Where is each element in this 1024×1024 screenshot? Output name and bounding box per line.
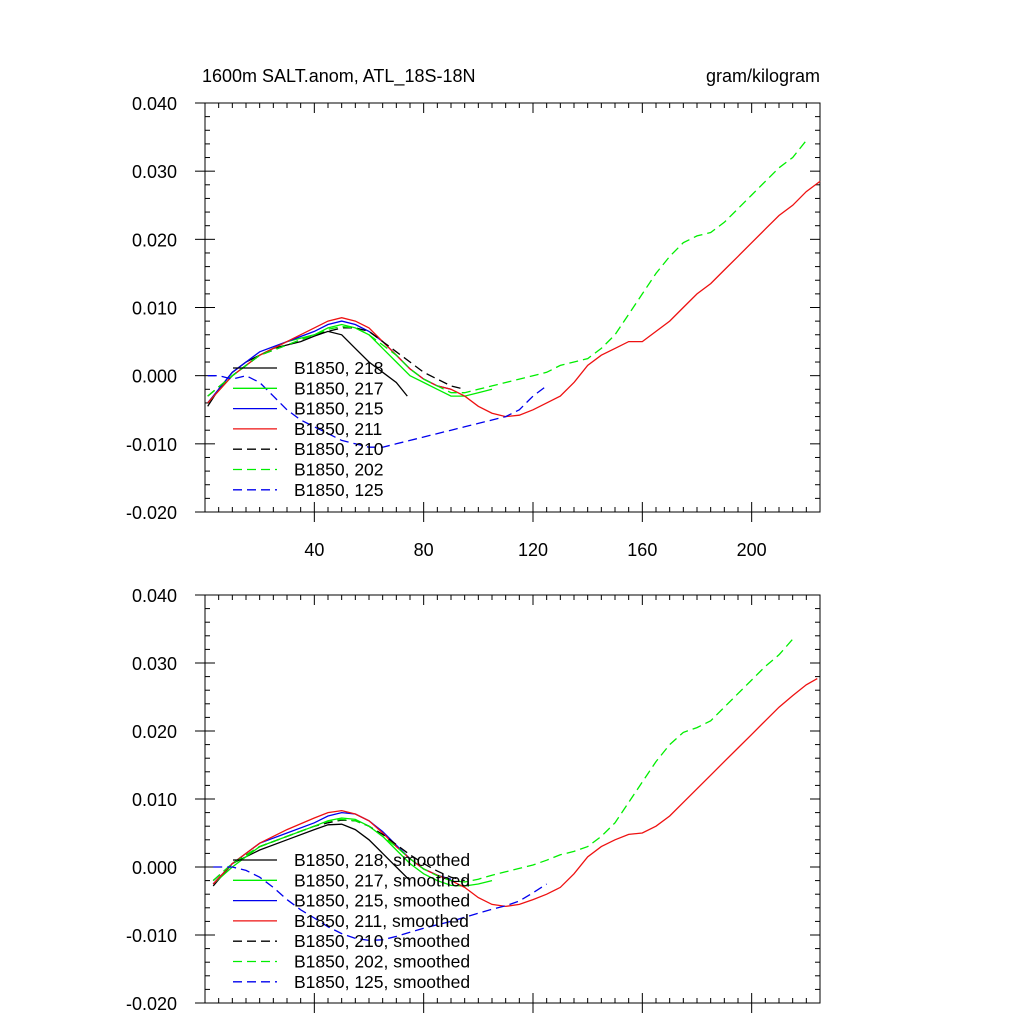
series-line <box>207 140 807 397</box>
series-line <box>207 375 548 448</box>
x-tick-label: 160 <box>627 540 657 560</box>
legend-label: B1850, 125 <box>294 480 384 500</box>
top-panel: 40 80 120 160 200 -0.020 -0.010 0.000 0.010 0.020… <box>126 94 821 560</box>
units-label: gram/kilogram <box>706 66 820 86</box>
x-tick-label: 80 <box>414 540 434 560</box>
y-tick-label: 0.030 <box>132 654 177 674</box>
y-tick-label: 0.030 <box>132 162 177 182</box>
y-tick-label: 0.000 <box>132 858 177 878</box>
y-tick-label: -0.010 <box>126 926 177 946</box>
legend-label: B1850, 210, smoothed <box>294 931 470 951</box>
legend-label: B1850, 218 <box>294 358 384 378</box>
y-tick-label: 0.020 <box>132 722 177 742</box>
legend-label: B1850, 215, smoothed <box>294 891 470 911</box>
series-line <box>212 817 493 887</box>
legend-label: B1850, 211 <box>294 419 382 439</box>
bottom-panel: -0.020 -0.010 0.000 0.010 0.020 0.030 0.040 B18… <box>126 586 821 1014</box>
series-line <box>212 678 818 908</box>
y-tick-label: 0.010 <box>132 299 177 319</box>
series-line <box>212 823 411 887</box>
y-tick-label: 0.040 <box>132 94 177 114</box>
legend-label: B1850, 211, smoothed <box>294 911 469 931</box>
y-tick-label: -0.020 <box>126 503 177 523</box>
legend-label: B1850, 217, smoothed <box>294 870 470 890</box>
y-tick-label: 0.000 <box>132 367 177 387</box>
legend-label: B1850, 125, smoothed <box>294 972 470 992</box>
x-tick-label: 200 <box>737 540 767 560</box>
chart-title: 1600m SALT.anom, ATL_18S-18N <box>202 66 476 87</box>
legend-label: B1850, 202, smoothed <box>294 952 470 972</box>
y-tick-label: 0.020 <box>132 230 177 250</box>
legend-label: B1850, 215 <box>294 399 384 419</box>
y-tick-label: -0.010 <box>126 435 177 455</box>
series-line <box>212 638 794 883</box>
x-tick-label: 40 <box>304 540 324 560</box>
legend-label: B1850, 218, smoothed <box>294 850 470 870</box>
legend-label: B1850, 202 <box>294 460 384 480</box>
y-tick-label: 0.040 <box>132 586 177 606</box>
series-line <box>207 327 465 397</box>
series-line <box>213 866 548 942</box>
legend-label: B1850, 217 <box>294 378 384 398</box>
legend-label: B1850, 210 <box>294 439 384 459</box>
y-tick-label: 0.010 <box>132 790 177 810</box>
y-tick-label: -0.020 <box>126 994 177 1014</box>
x-tick-label: 120 <box>518 540 548 560</box>
series-line <box>207 180 821 418</box>
